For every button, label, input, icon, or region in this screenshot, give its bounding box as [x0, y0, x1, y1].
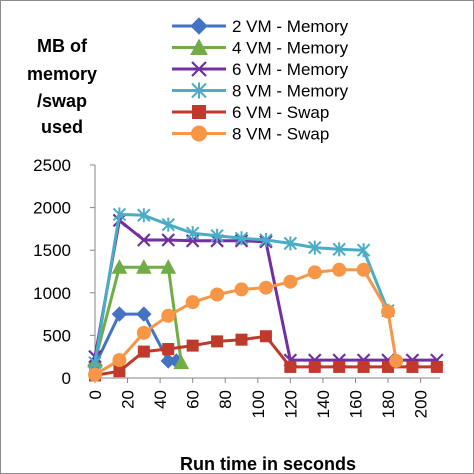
data-point	[112, 207, 127, 222]
data-point	[137, 233, 151, 247]
x-marker-stroke	[137, 233, 151, 247]
x-marker-stroke	[161, 233, 176, 247]
y-axis-title-line: MB of	[37, 36, 88, 56]
y-axis-title-line: memory	[27, 64, 97, 84]
series-6-vm-swap	[89, 330, 443, 382]
legend-item: 2 VM - Memory	[172, 17, 349, 36]
data-point	[137, 208, 151, 223]
data-point	[259, 330, 272, 343]
legend-label: 6 VM - Swap	[232, 103, 329, 122]
data-point	[284, 360, 297, 373]
x-tick-label: 180	[379, 390, 398, 418]
x-tick-label: 0	[86, 390, 105, 399]
legend-item: 6 VM - Memory	[172, 60, 349, 79]
data-point	[332, 262, 347, 277]
data-point	[356, 243, 371, 258]
data-point	[308, 240, 322, 255]
data-point	[137, 345, 150, 358]
data-point	[136, 306, 152, 322]
data-point	[389, 353, 404, 368]
legend: 2 VM - Memory 4 VM - Memory 6 VM - Memory 8…	[172, 17, 349, 144]
data-point	[161, 233, 176, 247]
data-point	[333, 360, 346, 373]
legend-item: 4 VM - Memory	[172, 38, 349, 58]
y-tick-label: 500	[43, 326, 71, 345]
series-8-vm-swap	[88, 262, 404, 382]
y-tick-label: 1000	[33, 284, 71, 303]
data-point	[357, 360, 370, 373]
data-point	[210, 287, 225, 302]
data-point	[161, 217, 175, 232]
x-marker	[191, 61, 207, 77]
data-point	[406, 360, 419, 373]
y-axis-title: MB of memory /swap used	[27, 36, 97, 137]
data-point	[381, 304, 396, 319]
data-point	[234, 282, 249, 297]
data-point	[185, 295, 200, 310]
legend-item: 6 VM - Swap	[172, 103, 329, 122]
data-point	[88, 355, 102, 370]
data-point	[162, 343, 175, 356]
square-marker	[192, 105, 206, 119]
data-point	[111, 259, 128, 274]
data-point	[136, 259, 152, 274]
data-point	[235, 333, 248, 346]
x-axis-title: Run time in seconds	[180, 454, 356, 474]
data-point	[88, 367, 102, 382]
circle-marker	[191, 125, 207, 142]
data-point	[307, 265, 322, 280]
x-tick-label: 20	[119, 390, 138, 409]
y-axis-title-line: /swap	[37, 91, 87, 111]
axes	[94, 165, 440, 379]
x-tick-label: 140	[314, 390, 333, 418]
data-point	[113, 365, 126, 378]
legend-label: 4 VM - Memory	[232, 39, 349, 58]
legend-label: 2 VM - Memory	[232, 17, 349, 36]
data-point	[356, 262, 371, 277]
data-point	[186, 339, 199, 352]
data-point	[234, 231, 249, 246]
y-tick-label: 0	[62, 369, 71, 388]
data-point	[258, 280, 273, 295]
x-tick-label: 160	[346, 390, 365, 418]
x-tick-label: 80	[216, 390, 235, 409]
data-point	[185, 226, 200, 241]
x-marker-stroke	[191, 61, 207, 77]
y-axis-title-line: used	[41, 117, 83, 137]
data-point	[112, 353, 127, 368]
data-point	[259, 232, 273, 247]
x-tick-label: 100	[249, 390, 268, 418]
x-tick-label: 40	[151, 390, 170, 409]
legend-label: 8 VM - Memory	[232, 82, 349, 101]
y-tick-label: 2000	[33, 199, 71, 218]
y-tick-labels: 0 500 1000 1500 2000 2500	[33, 156, 95, 388]
data-point	[211, 335, 224, 348]
legend-item: 8 VM - Memory	[172, 82, 349, 101]
legend-item: 8 VM - Swap	[172, 125, 329, 144]
series-group	[87, 207, 444, 382]
triangle-marker	[190, 38, 208, 55]
data-point	[111, 306, 128, 322]
y-tick-label: 1500	[33, 241, 71, 260]
x-tick-label: 200	[412, 390, 431, 418]
data-point	[283, 274, 298, 289]
x-tick-labels: 0 20 40 60 80 100 120 140 160 180 200	[86, 378, 431, 418]
data-point	[161, 308, 176, 323]
data-point	[308, 360, 321, 373]
data-point	[430, 360, 443, 373]
y-tick-label: 2500	[33, 156, 71, 175]
data-point	[160, 259, 177, 274]
x-tick-label: 60	[184, 390, 203, 409]
data-point	[332, 242, 346, 257]
star-marker	[191, 82, 207, 99]
legend-label: 8 VM - Swap	[232, 125, 329, 144]
data-point	[136, 325, 151, 340]
data-point	[173, 354, 190, 370]
x-tick-label: 120	[281, 390, 300, 418]
data-point	[210, 228, 224, 243]
diamond-marker	[190, 17, 208, 35]
data-point	[283, 236, 298, 251]
legend-label: 6 VM - Memory	[232, 60, 349, 79]
